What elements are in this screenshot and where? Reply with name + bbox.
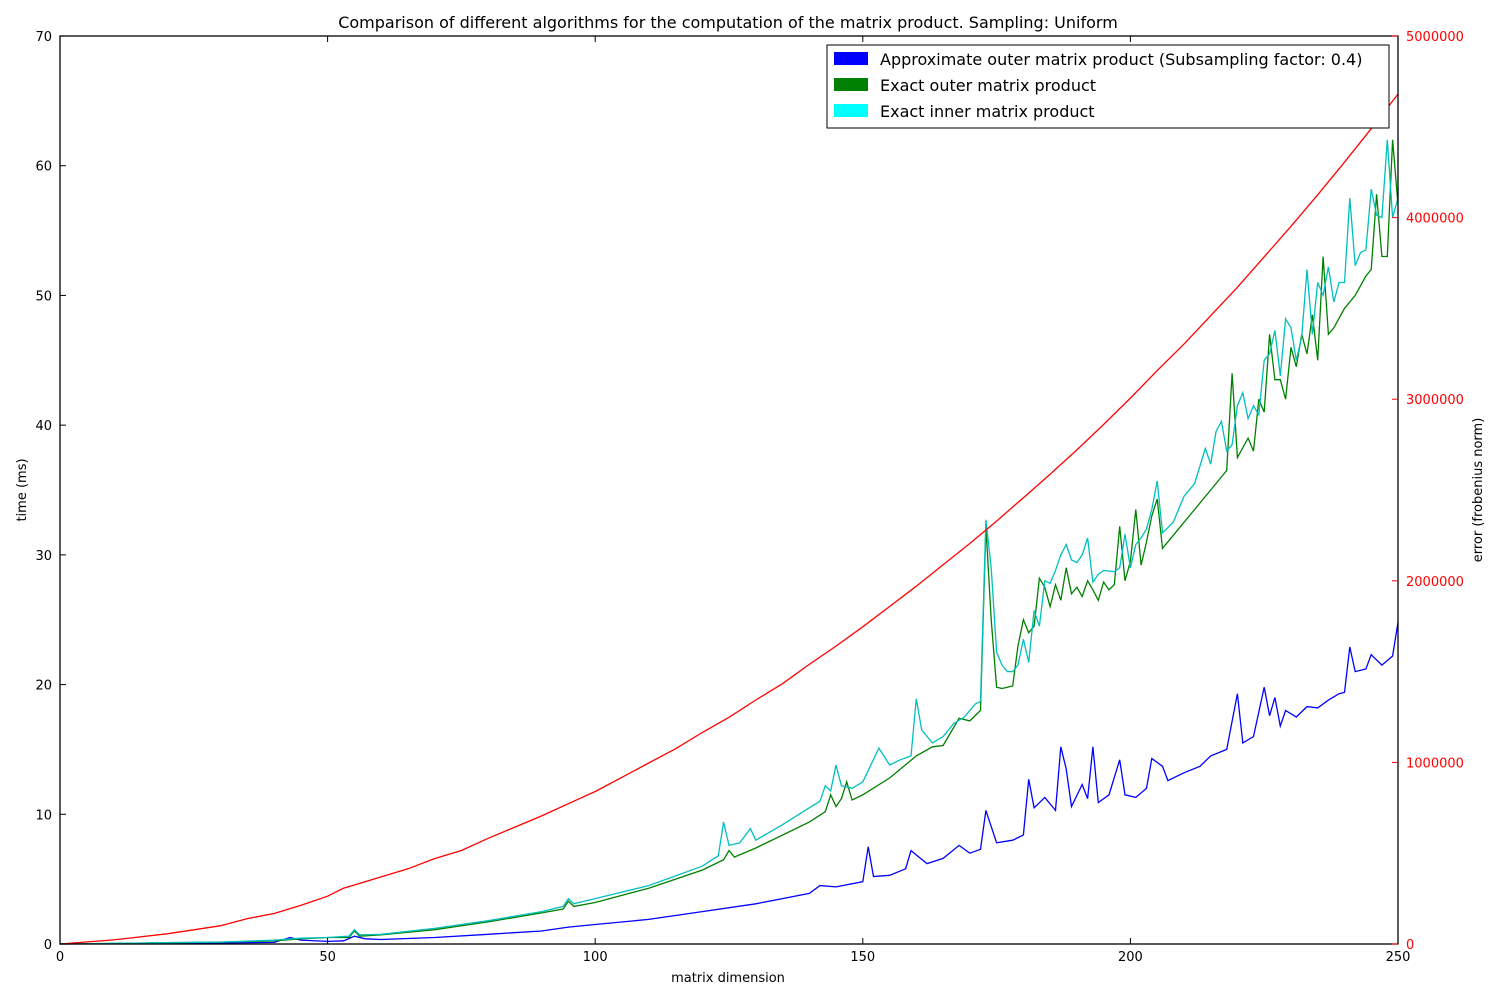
x-tick-label: 200 (1118, 950, 1143, 965)
right-y-tick-label: 0 (1406, 938, 1414, 953)
series-line-1 (59, 139, 1399, 945)
x-tick-label: 100 (583, 950, 608, 965)
legend-label-exact-outer: Exact outer matrix product (880, 76, 1096, 95)
y-axis-label: time (ms) (15, 458, 30, 521)
legend-swatch-exact-outer (834, 78, 868, 91)
y-tick-label: 30 (35, 549, 52, 564)
legend-swatch-approx-outer (834, 52, 868, 65)
legend-box (826, 44, 1390, 129)
y-tick-label: 20 (35, 679, 52, 694)
plot-lines (59, 93, 1399, 945)
legend: Approximate outer matrix product (Subsam… (826, 44, 1390, 129)
right-y-tick-label: 3000000 (1406, 393, 1464, 408)
y-tick-label: 60 (35, 160, 52, 175)
x-axis-label: matrix dimension (671, 971, 785, 986)
legend-label-approx-outer: Approximate outer matrix product (Subsam… (880, 50, 1362, 69)
x-axis-ticks: 0 50 100 150 200 250 (56, 36, 1411, 965)
series-line-0 (59, 622, 1399, 945)
right-y-tick-label: 2000000 (1406, 575, 1464, 590)
y-tick-label: 50 (35, 289, 52, 304)
right-y-tick-label: 5000000 (1406, 30, 1464, 45)
x-tick-label: 0 (56, 950, 64, 965)
right-y-axis-ticks: 0 1000000 2000000 3000000 4000000 5000000 (1392, 30, 1464, 953)
series-line-2 (59, 139, 1399, 945)
y-tick-label: 0 (44, 938, 52, 953)
right-y-tick-label: 4000000 (1406, 212, 1464, 227)
y-tick-label: 70 (35, 30, 52, 45)
x-tick-label: 50 (319, 950, 336, 965)
legend-swatch-exact-inner (834, 104, 868, 117)
x-tick-label: 250 (1386, 950, 1411, 965)
plot-frame (59, 35, 1399, 945)
right-y-tick-label: 1000000 (1406, 756, 1464, 771)
y-tick-label: 10 (35, 808, 52, 823)
y-axis-ticks: 0 10 20 30 40 50 60 70 (35, 30, 66, 953)
right-y-axis-label: error (frobenius norm) (1471, 418, 1486, 563)
legend-label-exact-inner: Exact inner matrix product (880, 102, 1095, 121)
series-line-3 (59, 93, 1399, 945)
x-tick-label: 150 (850, 950, 875, 965)
y-tick-label: 40 (35, 419, 52, 434)
chart-title: Comparison of different algorithms for t… (338, 13, 1118, 32)
